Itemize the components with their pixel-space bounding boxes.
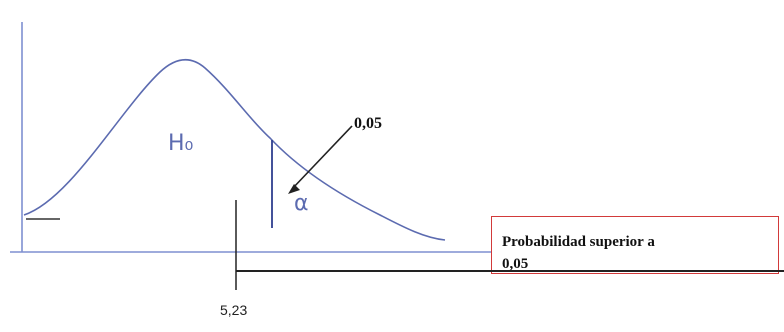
result-box-line-1: Probabilidad superior a xyxy=(502,234,655,250)
curve-label: H₀ xyxy=(168,131,194,156)
probability-range-line xyxy=(236,270,784,272)
alpha-arrow xyxy=(291,125,353,190)
alpha-arrowhead xyxy=(288,184,300,194)
alpha-symbol: α xyxy=(294,191,309,216)
critical-value-label: 5,23 xyxy=(220,302,248,318)
result-box: Probabilidad superior a 0,05 xyxy=(491,216,779,274)
alpha-value-label: 0,05 xyxy=(354,115,382,132)
result-box-line-2: 0,05 xyxy=(502,256,529,272)
density-curve xyxy=(23,59,446,241)
